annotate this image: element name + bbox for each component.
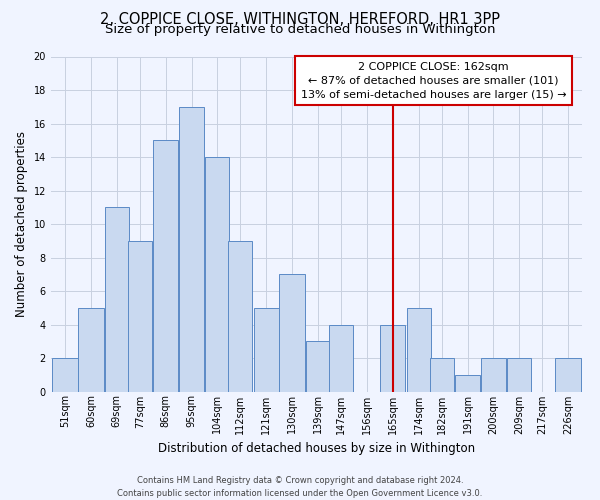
Bar [78, 308, 104, 392]
Bar [128, 241, 152, 392]
Text: Contains HM Land Registry data © Crown copyright and database right 2024.
Contai: Contains HM Land Registry data © Crown c… [118, 476, 482, 498]
Bar [430, 358, 454, 392]
Bar [179, 107, 204, 392]
Bar [280, 274, 305, 392]
Bar [254, 308, 279, 392]
Y-axis label: Number of detached properties: Number of detached properties [15, 131, 28, 317]
Bar [52, 358, 78, 392]
Text: 2, COPPICE CLOSE, WITHINGTON, HEREFORD, HR1 3PP: 2, COPPICE CLOSE, WITHINGTON, HEREFORD, … [100, 12, 500, 28]
Bar [455, 375, 480, 392]
Bar [380, 324, 406, 392]
X-axis label: Distribution of detached houses by size in Withington: Distribution of detached houses by size … [158, 442, 475, 455]
Bar [205, 157, 229, 392]
Bar [556, 358, 581, 392]
Bar [407, 308, 431, 392]
Bar [229, 241, 253, 392]
Bar [508, 358, 531, 392]
Bar [306, 342, 330, 392]
Text: Size of property relative to detached houses in Withington: Size of property relative to detached ho… [105, 22, 495, 36]
Bar [105, 208, 129, 392]
Bar [481, 358, 506, 392]
Text: 2 COPPICE CLOSE: 162sqm
← 87% of detached houses are smaller (101)
13% of semi-d: 2 COPPICE CLOSE: 162sqm ← 87% of detache… [301, 62, 566, 100]
Bar [153, 140, 178, 392]
Bar [329, 324, 353, 392]
